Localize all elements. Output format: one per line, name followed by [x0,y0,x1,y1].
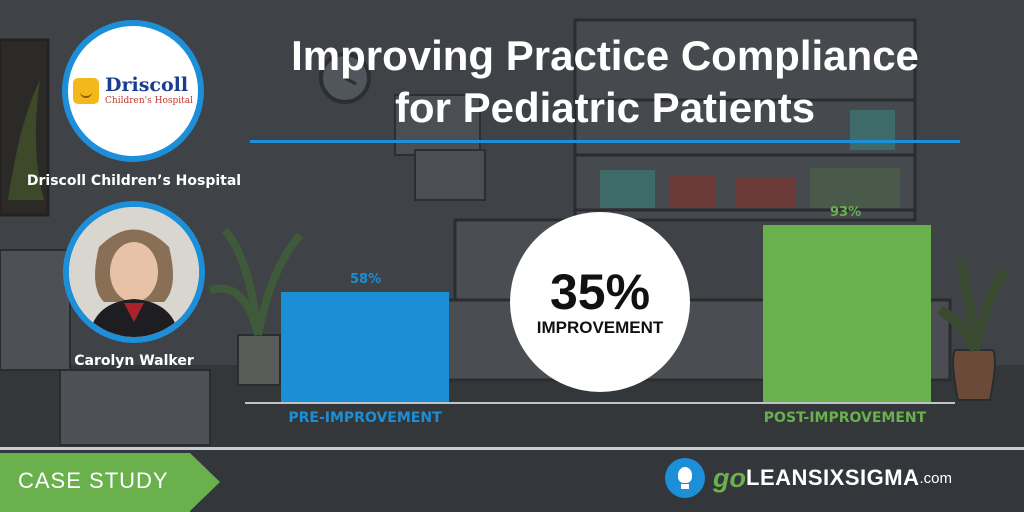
chart-baseline [245,402,955,404]
bar-post-improvement [763,225,931,402]
value-label-pre: 58% [350,272,382,287]
brand-tld: .com [919,469,952,487]
logo-name: Driscoll [105,74,189,96]
case-study-label: CASE STUDY [18,468,169,493]
brand-logo[interactable]: go LEANSIXSIGMA .com [665,458,952,498]
case-study-banner: CASE STUDY [0,453,190,512]
title-divider [250,140,960,143]
hospital-logo: Driscoll Children's Hospital [62,20,204,162]
bar-pre-improvement [281,292,449,402]
person-caption: Carolyn Walker [74,353,194,369]
page-title: Improving Practice Compliance for Pediat… [250,30,960,134]
improvement-value: 35% [549,264,651,320]
title-line-1: Improving Practice Compliance [291,32,919,79]
brand-go: go [713,462,746,493]
category-label-post: POST-IMPROVEMENT [763,410,927,426]
person-portrait [69,207,199,337]
org-caption: Driscoll Children’s Hospital [26,173,242,189]
title-line-2: for Pediatric Patients [394,84,816,131]
category-label-pre: PRE-IMPROVEMENT [288,410,442,426]
person-avatar [63,201,205,343]
logo-subtitle: Children's Hospital [105,96,193,106]
improvement-label: IMPROVEMENT [536,318,664,337]
value-label-post: 93% [830,205,862,220]
footer-bar: CASE STUDY go LEANSIXSIGMA .com [0,447,1024,512]
banner-arrow [190,453,220,511]
sun-logo-icon [73,78,100,104]
improvement-badge: 35% IMPROVEMENT [510,212,690,392]
brand-name: LEANSIXSIGMA [746,465,920,490]
lightbulb-icon [665,458,705,498]
